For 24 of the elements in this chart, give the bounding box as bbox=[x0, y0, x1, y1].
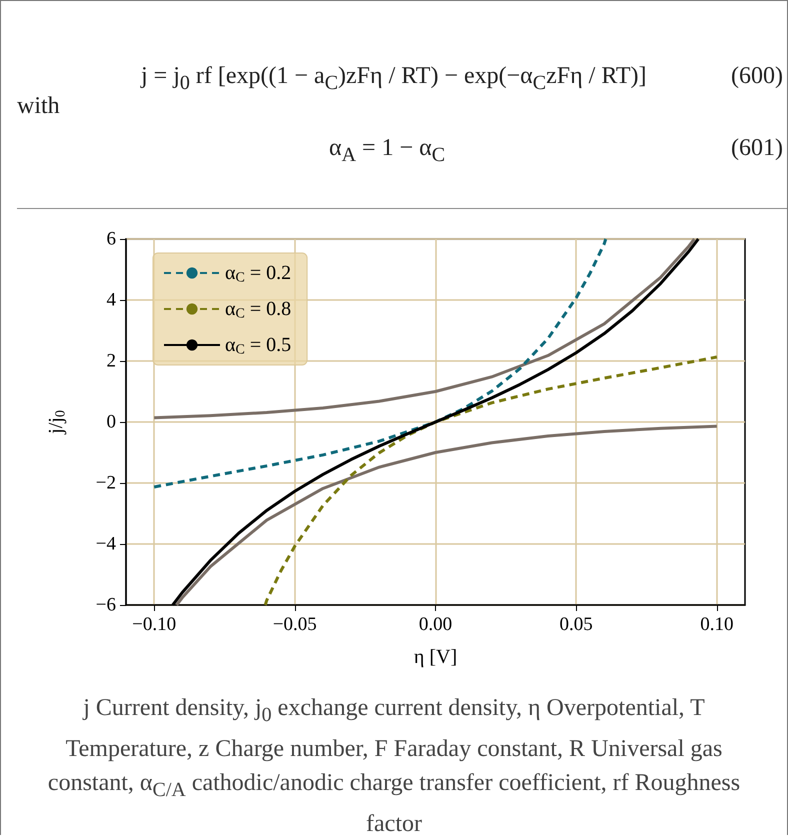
x-axis-title: η [V] bbox=[414, 646, 458, 668]
y-tick-label: 2 bbox=[106, 350, 116, 372]
y-tick-label: 4 bbox=[106, 290, 116, 310]
x-tick-label: −0.10 bbox=[132, 614, 176, 635]
y-tick-label: −6 bbox=[96, 594, 116, 616]
y-tick-label: −4 bbox=[96, 534, 116, 554]
text: (600) bbox=[731, 63, 783, 90]
y-tick-label: −2 bbox=[96, 472, 116, 494]
x-tick-label: 0.05 bbox=[560, 614, 593, 635]
line-series bbox=[152, 238, 696, 420]
text: α$_{A}$ = 1 − α$_{C}$ bbox=[329, 135, 446, 167]
text: j = j$_{0}$ rf [exp((1 − a$_{C}$)zFη / RT) − exp(−α$_{C}$zFη / RT)] bbox=[141, 63, 647, 95]
y-axis-title: j/j0 bbox=[45, 410, 68, 435]
line-series bbox=[264, 356, 718, 606]
line-series bbox=[152, 238, 608, 488]
text: j Current density, j$_{0}$ exchange current density, η Overpotential, T Temperature, z Charge number, F Faraday constant, R Universal gas constant, α$_{C/A}$ cathodic/anodic charge transfer coefficient, rf Roughness factor bbox=[46, 694, 742, 836]
text: with bbox=[17, 93, 60, 120]
y-tick-label: 0 bbox=[106, 412, 116, 432]
x-tick-label: 0.10 bbox=[700, 614, 734, 635]
y-tick-label: 6 bbox=[106, 228, 116, 250]
x-tick-label: 0.00 bbox=[418, 614, 452, 635]
text: (601) bbox=[731, 135, 783, 162]
line-series bbox=[175, 424, 718, 606]
x-tick-label: −0.05 bbox=[272, 614, 317, 635]
